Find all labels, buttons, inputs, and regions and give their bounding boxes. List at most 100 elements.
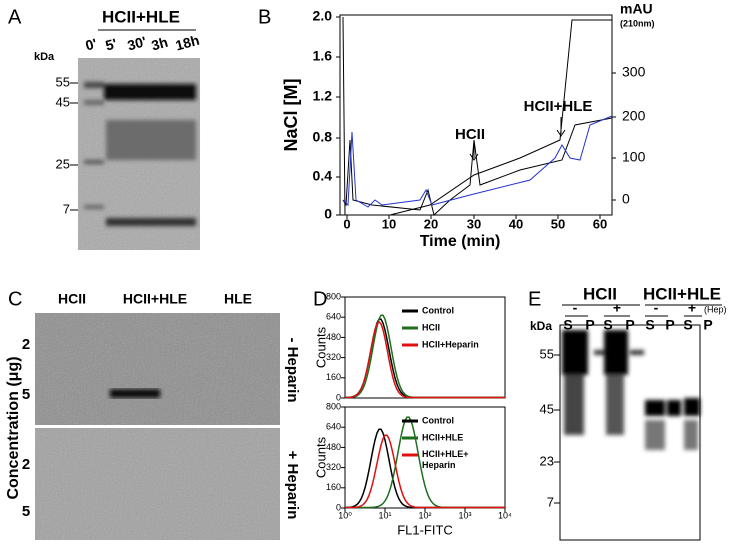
x-tick-label: 10¹ — [378, 510, 391, 520]
panel-label: B — [258, 6, 271, 28]
x-tick-label: 0 — [343, 216, 350, 231]
x-tick-label: 40 — [509, 216, 523, 231]
lane-label: S — [683, 317, 692, 333]
gel-bands — [562, 330, 700, 450]
lane-label: P — [625, 317, 634, 333]
marker-label: 7 — [547, 494, 554, 509]
marker-label: 45 — [540, 401, 554, 416]
gel-bands — [84, 82, 196, 226]
legend-swatch — [402, 309, 418, 313]
y-axis-label: Counts — [313, 326, 328, 368]
y-tick-label: 640 — [326, 422, 341, 432]
y2-tick-label: 200 — [622, 108, 646, 124]
legend-label: HCII — [422, 322, 440, 332]
lane-label: 18h — [174, 32, 201, 54]
x-tick-label: 10 — [382, 216, 396, 231]
x-axis-label: Time (min) — [420, 233, 501, 250]
marker-label: 7 — [63, 201, 70, 216]
annotation: HCII+HLE — [524, 98, 593, 115]
lane-label: P — [703, 317, 712, 333]
legend-label: HCII+HLE — [422, 432, 463, 442]
y-tick-label: 1.2 — [313, 88, 333, 104]
x-tick-label: 10⁴ — [498, 510, 512, 520]
row-label: - Heparin — [284, 337, 301, 402]
panel-label: C — [8, 288, 22, 310]
lane-label: 5' — [104, 35, 119, 53]
annotation: HCII — [455, 126, 485, 143]
group-title: HCII — [583, 284, 617, 303]
chromatogram — [339, 14, 613, 216]
y-tick-label: 2.0 — [313, 8, 333, 24]
blot-band — [110, 389, 160, 398]
y-tick-label: 320 — [326, 462, 341, 472]
y2-tick-label: 0 — [622, 191, 630, 207]
lane-label: HCII — [58, 291, 86, 307]
y-tick-label: 0 — [336, 392, 341, 402]
y-tick-label: 160 — [326, 372, 341, 382]
row-tick: 2 — [22, 336, 30, 353]
y-tick-label: 800 — [326, 401, 341, 411]
blot-texture — [35, 313, 280, 425]
lane-label: 3h — [150, 34, 170, 54]
x-tick-label: 10² — [418, 510, 431, 520]
y2-axis-sublabel: (210nm) — [620, 18, 655, 28]
marker-label: 55 — [56, 74, 70, 89]
y-tick-label: 160 — [326, 482, 341, 492]
y-axis-label: Concentration (μg) — [5, 356, 22, 499]
row-tick: 2 — [22, 456, 30, 473]
marker-label: 45 — [56, 94, 70, 109]
y2-axis-label: mAU — [620, 1, 653, 17]
legend-swatch — [402, 436, 418, 440]
row-tick: 5 — [22, 386, 30, 403]
sign-label: + — [688, 300, 696, 316]
lane-label: HLE — [224, 291, 252, 307]
legend-label: Control — [422, 415, 454, 425]
y-axis-label: NaCl [M] — [281, 79, 301, 152]
y-axis-label: Counts — [313, 436, 328, 478]
y-tick-label: 640 — [326, 312, 341, 322]
sign-label: - — [654, 300, 659, 316]
lane-label: S — [603, 317, 612, 333]
y-tick-label: 480 — [326, 332, 341, 342]
unit-label: kDa — [530, 319, 552, 333]
arrow-head — [556, 129, 566, 137]
group-title: HCII+HLE — [102, 7, 180, 26]
panel-label: D — [313, 288, 327, 310]
y2-tick-label: 300 — [622, 64, 646, 80]
lane-label: S — [645, 317, 654, 333]
group-title: HCII+HLE — [643, 284, 721, 303]
y2-tick-label: 100 — [622, 149, 646, 165]
lane-label: 0' — [84, 35, 99, 53]
legend-label: HCII+HLE+ Heparin — [422, 449, 469, 470]
arrow-head — [469, 153, 479, 161]
y-tick-label: 1.6 — [313, 48, 333, 64]
unit-label: kDa — [34, 51, 55, 63]
blot-texture — [35, 428, 280, 540]
histogram-curve — [345, 434, 505, 509]
y-tick-label: 0.8 — [313, 129, 333, 145]
marker-label: 55 — [540, 346, 554, 361]
lane-label: P — [665, 317, 674, 333]
legend-swatch — [402, 326, 418, 330]
legend-label: Control — [422, 305, 454, 315]
marker-label: 23 — [540, 453, 554, 468]
x-axis-label: FL1-FITC — [397, 522, 453, 537]
row-tick: 5 — [22, 503, 30, 520]
panel-label: A — [8, 6, 22, 28]
y-tick-label: 800 — [326, 291, 341, 301]
y-tick-label: 0 — [336, 502, 341, 512]
y-tick-label: 0.4 — [313, 168, 333, 184]
lane-label: HCII+HLE — [123, 291, 187, 307]
y-tick-label: 0 — [324, 206, 332, 222]
legend-swatch — [402, 343, 418, 347]
legend-label: HCII+Heparin — [422, 339, 479, 349]
sign-label: - — [573, 300, 578, 316]
row-label: + Heparin — [284, 451, 301, 520]
lane-label: P — [585, 317, 594, 333]
x-tick-label: 60 — [593, 216, 607, 231]
legend-swatch — [402, 453, 418, 457]
y-tick-label: 320 — [326, 352, 341, 362]
x-tick-label: 20 — [424, 216, 438, 231]
x-tick-label: 30 — [467, 216, 481, 231]
